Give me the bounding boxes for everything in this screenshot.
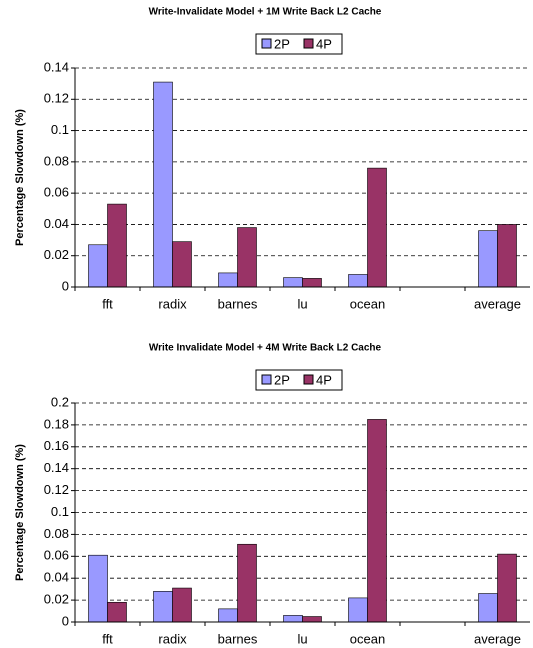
y-tick-label: 0.08 [44,526,69,541]
y-tick-label: 0.08 [44,153,69,168]
bar [497,224,517,288]
y-axis-label: Percentage Slowdown (%) [14,109,26,246]
x-tick-label: average [474,296,521,311]
y-tick-label: 0.1 [51,504,69,519]
y-tick-label: 0 [62,613,69,628]
x-tick-label: lu [297,296,307,311]
bar [237,543,257,623]
bar [497,553,517,623]
bar [367,167,387,288]
y-tick-label: 0.02 [44,247,69,262]
y-tick-label: 0 [62,278,69,293]
bar [153,591,173,623]
x-tick-label: radix [158,296,187,311]
x-tick-label: barnes [218,631,258,646]
y-tick-label: 0.04 [44,570,69,585]
bar [88,554,108,623]
legend-label: 2P [274,36,290,51]
bar [478,593,498,623]
x-tick-label: fft [102,296,113,311]
bar [172,587,192,623]
bar [172,241,192,288]
bar [218,272,238,288]
bar [302,278,322,288]
bar [302,616,322,623]
chart-title: Write-Invalidate Model + 1M Write Back L… [149,7,382,18]
legend-label: 4P [316,372,332,387]
legend-label: 2P [274,372,290,387]
chart-title: Write Invalidate Model + 4M Write Back L… [149,343,382,354]
bar [283,615,303,623]
bar [107,203,127,288]
bar [478,230,498,288]
legend-box [255,33,343,55]
y-tick-label: 0.02 [44,592,69,607]
y-tick-label: 0.16 [44,438,69,453]
legend-box [255,369,343,391]
bar [283,277,303,288]
y-tick-label: 0.2 [51,394,69,409]
bar [107,601,127,623]
bar [237,227,257,288]
x-tick-label: ocean [350,296,385,311]
y-tick-label: 0.14 [44,460,69,475]
legend-swatch [261,38,272,49]
y-tick-label: 0.12 [44,482,69,497]
y-tick-label: 0.1 [51,122,69,137]
y-tick-label: 0.14 [44,59,69,74]
bar [218,608,238,623]
legend-swatch [261,374,272,385]
bar [88,244,108,288]
x-tick-label: average [474,631,521,646]
legend-label: 4P [316,36,332,51]
bar [348,597,368,623]
legend-swatch [303,38,314,49]
x-tick-label: barnes [218,296,258,311]
bar [348,274,368,288]
y-tick-label: 0.06 [44,185,69,200]
x-tick-label: fft [102,631,113,646]
y-tick-label: 0.12 [44,91,69,106]
y-tick-label: 0.04 [44,216,69,231]
x-tick-label: lu [297,631,307,646]
bar [153,81,173,288]
x-tick-label: ocean [350,631,385,646]
bar [367,419,387,623]
y-tick-label: 0.18 [44,416,69,431]
y-tick-label: 0.06 [44,548,69,563]
legend-swatch [303,374,314,385]
y-axis-label: Percentage Slowdown (%) [14,444,26,581]
x-tick-label: radix [158,631,187,646]
